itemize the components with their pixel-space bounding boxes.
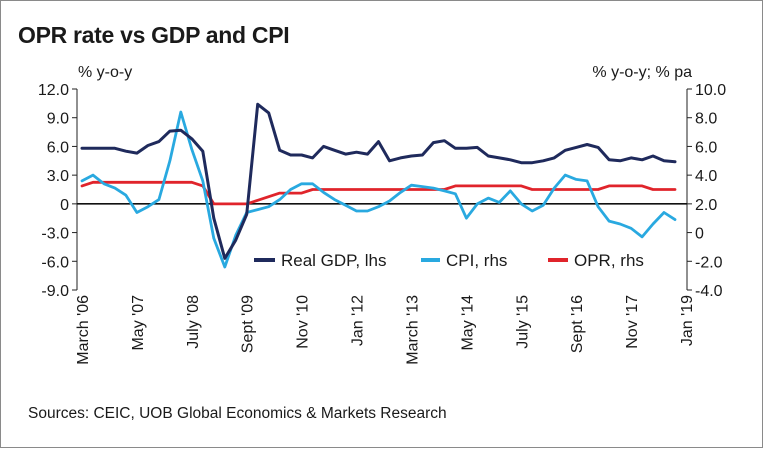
legend-label: Real GDP, lhs bbox=[281, 251, 387, 270]
series-line-cpi-rhs bbox=[80, 110, 677, 269]
left-tick-label: 0 bbox=[60, 197, 69, 214]
right-tick-label: 6.0 bbox=[695, 139, 717, 156]
series-line-opr-rhs bbox=[80, 180, 677, 206]
left-tick-label: -3.0 bbox=[41, 226, 69, 243]
right-tick-label: 2.0 bbox=[695, 197, 717, 214]
right-tick-label: -2.0 bbox=[695, 254, 723, 271]
x-tick-label: Sept '09 bbox=[240, 295, 257, 353]
left-tick-label: 9.0 bbox=[47, 111, 69, 128]
x-tick-label: March '06 bbox=[75, 295, 92, 365]
left-tick-label: 12.0 bbox=[38, 82, 69, 99]
legend-label: CPI, rhs bbox=[446, 251, 507, 270]
x-tick-label: Jan '12 bbox=[350, 295, 367, 346]
right-tick-label: 10.0 bbox=[695, 82, 726, 99]
right-tick-label: -4.0 bbox=[695, 283, 723, 300]
left-tick-label: 6.0 bbox=[47, 139, 69, 156]
x-tick-label: May '14 bbox=[459, 295, 476, 351]
series-line-real-gdp-lhs bbox=[80, 102, 677, 260]
x-tick-label: March '13 bbox=[404, 295, 421, 365]
x-tick-label: Nov '10 bbox=[295, 295, 312, 349]
x-tick-label: Sept '16 bbox=[569, 295, 586, 353]
x-tick-label: July '15 bbox=[514, 295, 531, 349]
right-tick-label: 4.0 bbox=[695, 168, 717, 185]
right-axis-unit-label: % y-o-y; % pa bbox=[592, 64, 692, 81]
chart-title: OPR rate vs GDP and CPI bbox=[18, 22, 290, 48]
left-axis-unit-label: % y-o-y bbox=[78, 64, 133, 81]
right-tick-label: 8.0 bbox=[695, 111, 717, 128]
legend-background bbox=[250, 248, 686, 272]
left-tick-label: -9.0 bbox=[41, 283, 69, 300]
left-tick-label: 3.0 bbox=[47, 168, 69, 185]
x-tick-label: May '07 bbox=[130, 295, 147, 351]
x-tick-label: July '08 bbox=[185, 295, 202, 349]
source-note: Sources: CEIC, UOB Global Economics & Ma… bbox=[28, 405, 447, 422]
x-tick-label: Jan '19 bbox=[679, 295, 696, 346]
x-tick-label: Nov '17 bbox=[624, 295, 641, 349]
right-tick-label: 0 bbox=[695, 226, 704, 243]
left-tick-label: -6.0 bbox=[41, 254, 69, 271]
legend-label: OPR, rhs bbox=[574, 251, 644, 270]
